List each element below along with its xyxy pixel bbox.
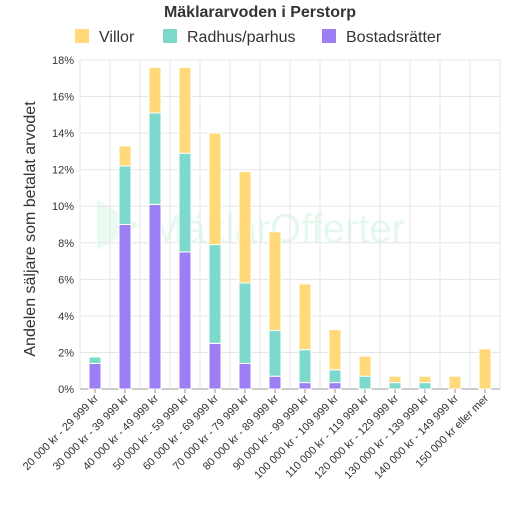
legend-swatch [75, 29, 89, 43]
y-tick-label: 8% [58, 238, 74, 250]
bar-segment [298, 349, 312, 384]
bar-segment [88, 362, 102, 390]
bar-segment [298, 283, 312, 351]
legend-swatch [163, 29, 177, 43]
bar-segment [208, 132, 222, 246]
y-tick-label: 14% [52, 128, 74, 140]
bar-segment [208, 244, 222, 344]
bar-segment [328, 329, 342, 371]
bars [88, 66, 492, 390]
legend-label: Bostadsrätter [346, 29, 442, 46]
bar-segment [148, 112, 162, 205]
bar-segment [478, 348, 492, 390]
bar-segment [148, 66, 162, 114]
bar-segment [418, 382, 432, 390]
bar-segment [268, 375, 282, 390]
y-tick-label: 10% [52, 201, 74, 213]
bar-segment [178, 152, 192, 253]
bar-segment [238, 362, 252, 390]
bar-segment [448, 375, 462, 390]
chart-title: Mäklararvoden i Perstorp [164, 4, 356, 21]
legend-label: Radhus/parhus [187, 29, 296, 46]
bar-segment [118, 165, 132, 225]
y-tick-label: 18% [52, 55, 74, 67]
y-axis-ticks: 0% 2% 4% 6% 8% 10% 12% 14% 16% 18% [52, 55, 74, 396]
bar-segment [328, 382, 342, 390]
bar-segment [208, 342, 222, 390]
bar-segment [328, 369, 342, 384]
y-axis-label: Andelen säljare som betalat arvodet [22, 101, 39, 357]
grid [79, 59, 501, 390]
bar-segment [148, 203, 162, 390]
y-tick-label: 4% [58, 311, 74, 323]
y-tick-label: 0% [58, 384, 74, 396]
legend-label: Villor [99, 29, 135, 46]
y-tick-label: 16% [52, 92, 74, 104]
y-tick-label: 2% [58, 347, 74, 359]
bar-segment [388, 382, 402, 390]
bar-segment [268, 330, 282, 377]
legend: Villor Radhus/parhus Bostadsrätter [75, 29, 442, 46]
legend-swatch [322, 29, 336, 43]
bar-segment [178, 66, 192, 154]
y-tick-label: 6% [58, 274, 74, 286]
bar-segment [118, 145, 132, 167]
bar-segment [358, 375, 372, 390]
bar-segment [268, 231, 282, 332]
bar-segment [358, 355, 372, 377]
bar-segment [388, 375, 402, 384]
bar-segment [418, 375, 432, 384]
bar-segment [178, 251, 192, 390]
bar-segment [118, 224, 132, 390]
y-tick-label: 12% [52, 165, 74, 177]
bar-segment [238, 282, 252, 364]
watermark: MäklarOfferter [97, 200, 405, 251]
bar-segment [88, 356, 102, 364]
bar-segment [298, 382, 312, 390]
bar-segment [238, 170, 252, 284]
